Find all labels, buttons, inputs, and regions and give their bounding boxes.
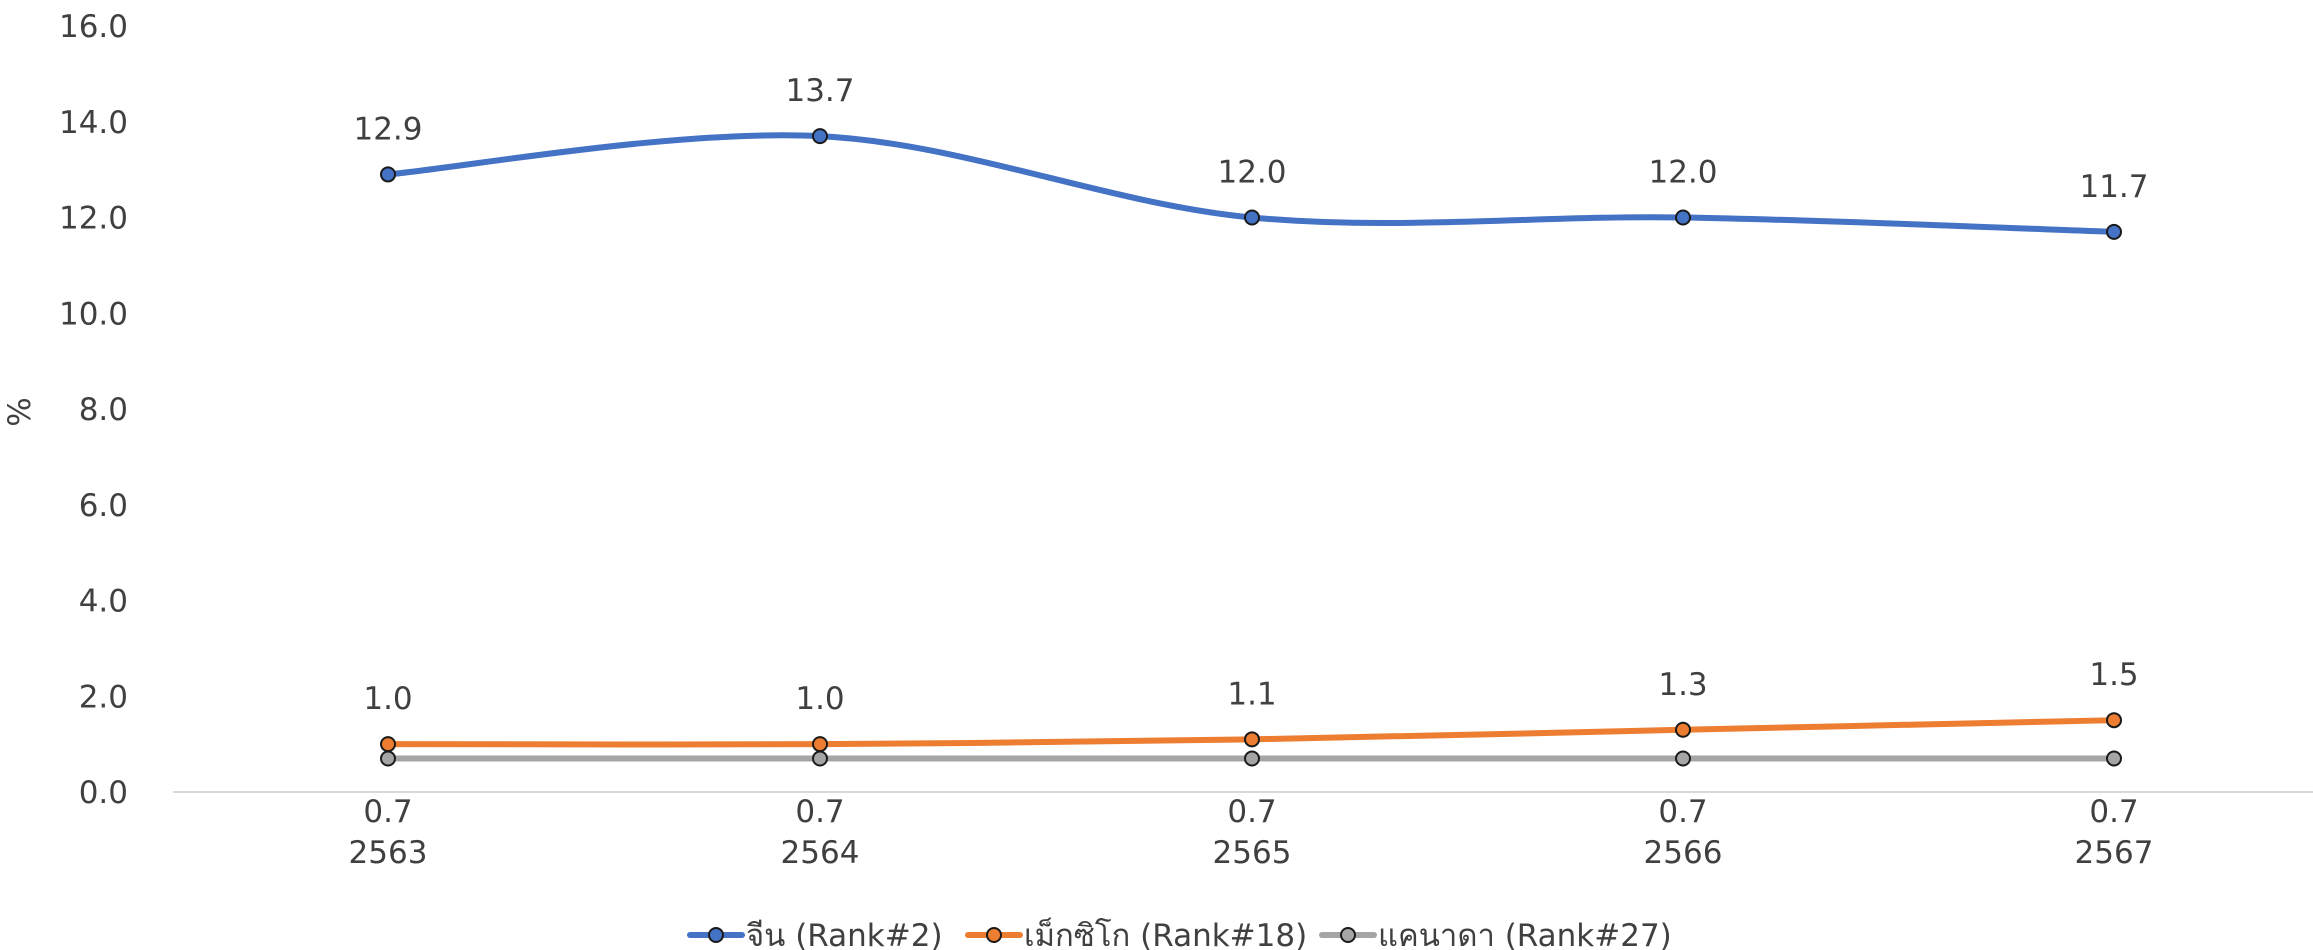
data-point <box>812 750 828 767</box>
y-tick-label: 10.0 <box>59 296 128 332</box>
y-tick-label: 8.0 <box>79 392 128 428</box>
data-label: 1.3 <box>1658 667 1707 703</box>
data-point <box>812 736 828 753</box>
data-label: 1.5 <box>2089 657 2138 693</box>
x-tick-label: 2567 <box>2075 835 2154 871</box>
legend-label: เม็กซิโก (Rank#18) <box>1024 917 1307 950</box>
data-point <box>2106 223 2122 240</box>
y-tick-label: 2.0 <box>79 679 128 715</box>
data-point <box>1244 731 1260 748</box>
data-label: 12.0 <box>1648 155 1717 191</box>
data-label: 1.1 <box>1227 676 1276 712</box>
y-tick-label: 12.0 <box>59 201 128 237</box>
data-point <box>2106 712 2122 729</box>
data-label: 0.7 <box>1227 794 1276 830</box>
data-point <box>380 736 396 753</box>
series-group <box>380 128 2122 767</box>
y-tick-label: 4.0 <box>79 584 128 620</box>
x-axis-ticks: 2563 2564 2565 2566 2567 <box>349 835 2154 871</box>
data-point <box>1675 721 1691 738</box>
legend-label: แคนาดา (Rank#27) <box>1378 918 1672 950</box>
data-label: 0.7 <box>363 794 412 830</box>
x-tick-label: 2564 <box>781 835 860 871</box>
data-point <box>1675 209 1691 226</box>
x-tick-label: 2565 <box>1213 835 1292 871</box>
data-label: 0.7 <box>1658 794 1707 830</box>
y-tick-label: 6.0 <box>79 488 128 524</box>
data-label: 12.9 <box>353 111 422 147</box>
data-point <box>1244 750 1260 767</box>
y-tick-label: 16.0 <box>59 9 128 45</box>
y-axis-ticks: 0.0 2.0 4.0 6.0 8.0 10.0 12.0 14.0 16.0 <box>59 9 128 811</box>
x-tick-label: 2563 <box>349 835 428 871</box>
data-point <box>812 128 828 145</box>
y-axis-label: % <box>2 397 38 426</box>
x-tick-label: 2566 <box>1644 835 1723 871</box>
data-point <box>2106 750 2122 767</box>
legend-marker <box>1340 927 1356 943</box>
legend-marker <box>986 927 1002 943</box>
y-tick-label: 0.0 <box>79 775 128 811</box>
data-label: 11.7 <box>2079 169 2148 205</box>
data-label: 13.7 <box>785 73 854 109</box>
data-point <box>380 750 396 767</box>
data-labels: 0.7 0.7 0.7 0.7 0.7 1.0 1.0 1.1 1.3 1.5 12.9 13.7 12… <box>353 73 2148 830</box>
legend-marker <box>708 927 724 943</box>
legend-label: จีน (Rank#2) <box>746 918 943 950</box>
data-point <box>380 166 396 183</box>
y-tick-label: 14.0 <box>59 105 128 141</box>
data-label: 12.0 <box>1217 155 1286 191</box>
legend: จีน (Rank#2) เม็กซิโก (Rank#18) แคนาดา (Ra… <box>687 917 1672 950</box>
data-label: 0.7 <box>2089 794 2138 830</box>
data-label: 1.0 <box>363 681 412 717</box>
data-point <box>1244 209 1260 226</box>
data-label: 1.0 <box>795 681 844 717</box>
data-point <box>1675 750 1691 767</box>
data-label: 0.7 <box>795 794 844 830</box>
